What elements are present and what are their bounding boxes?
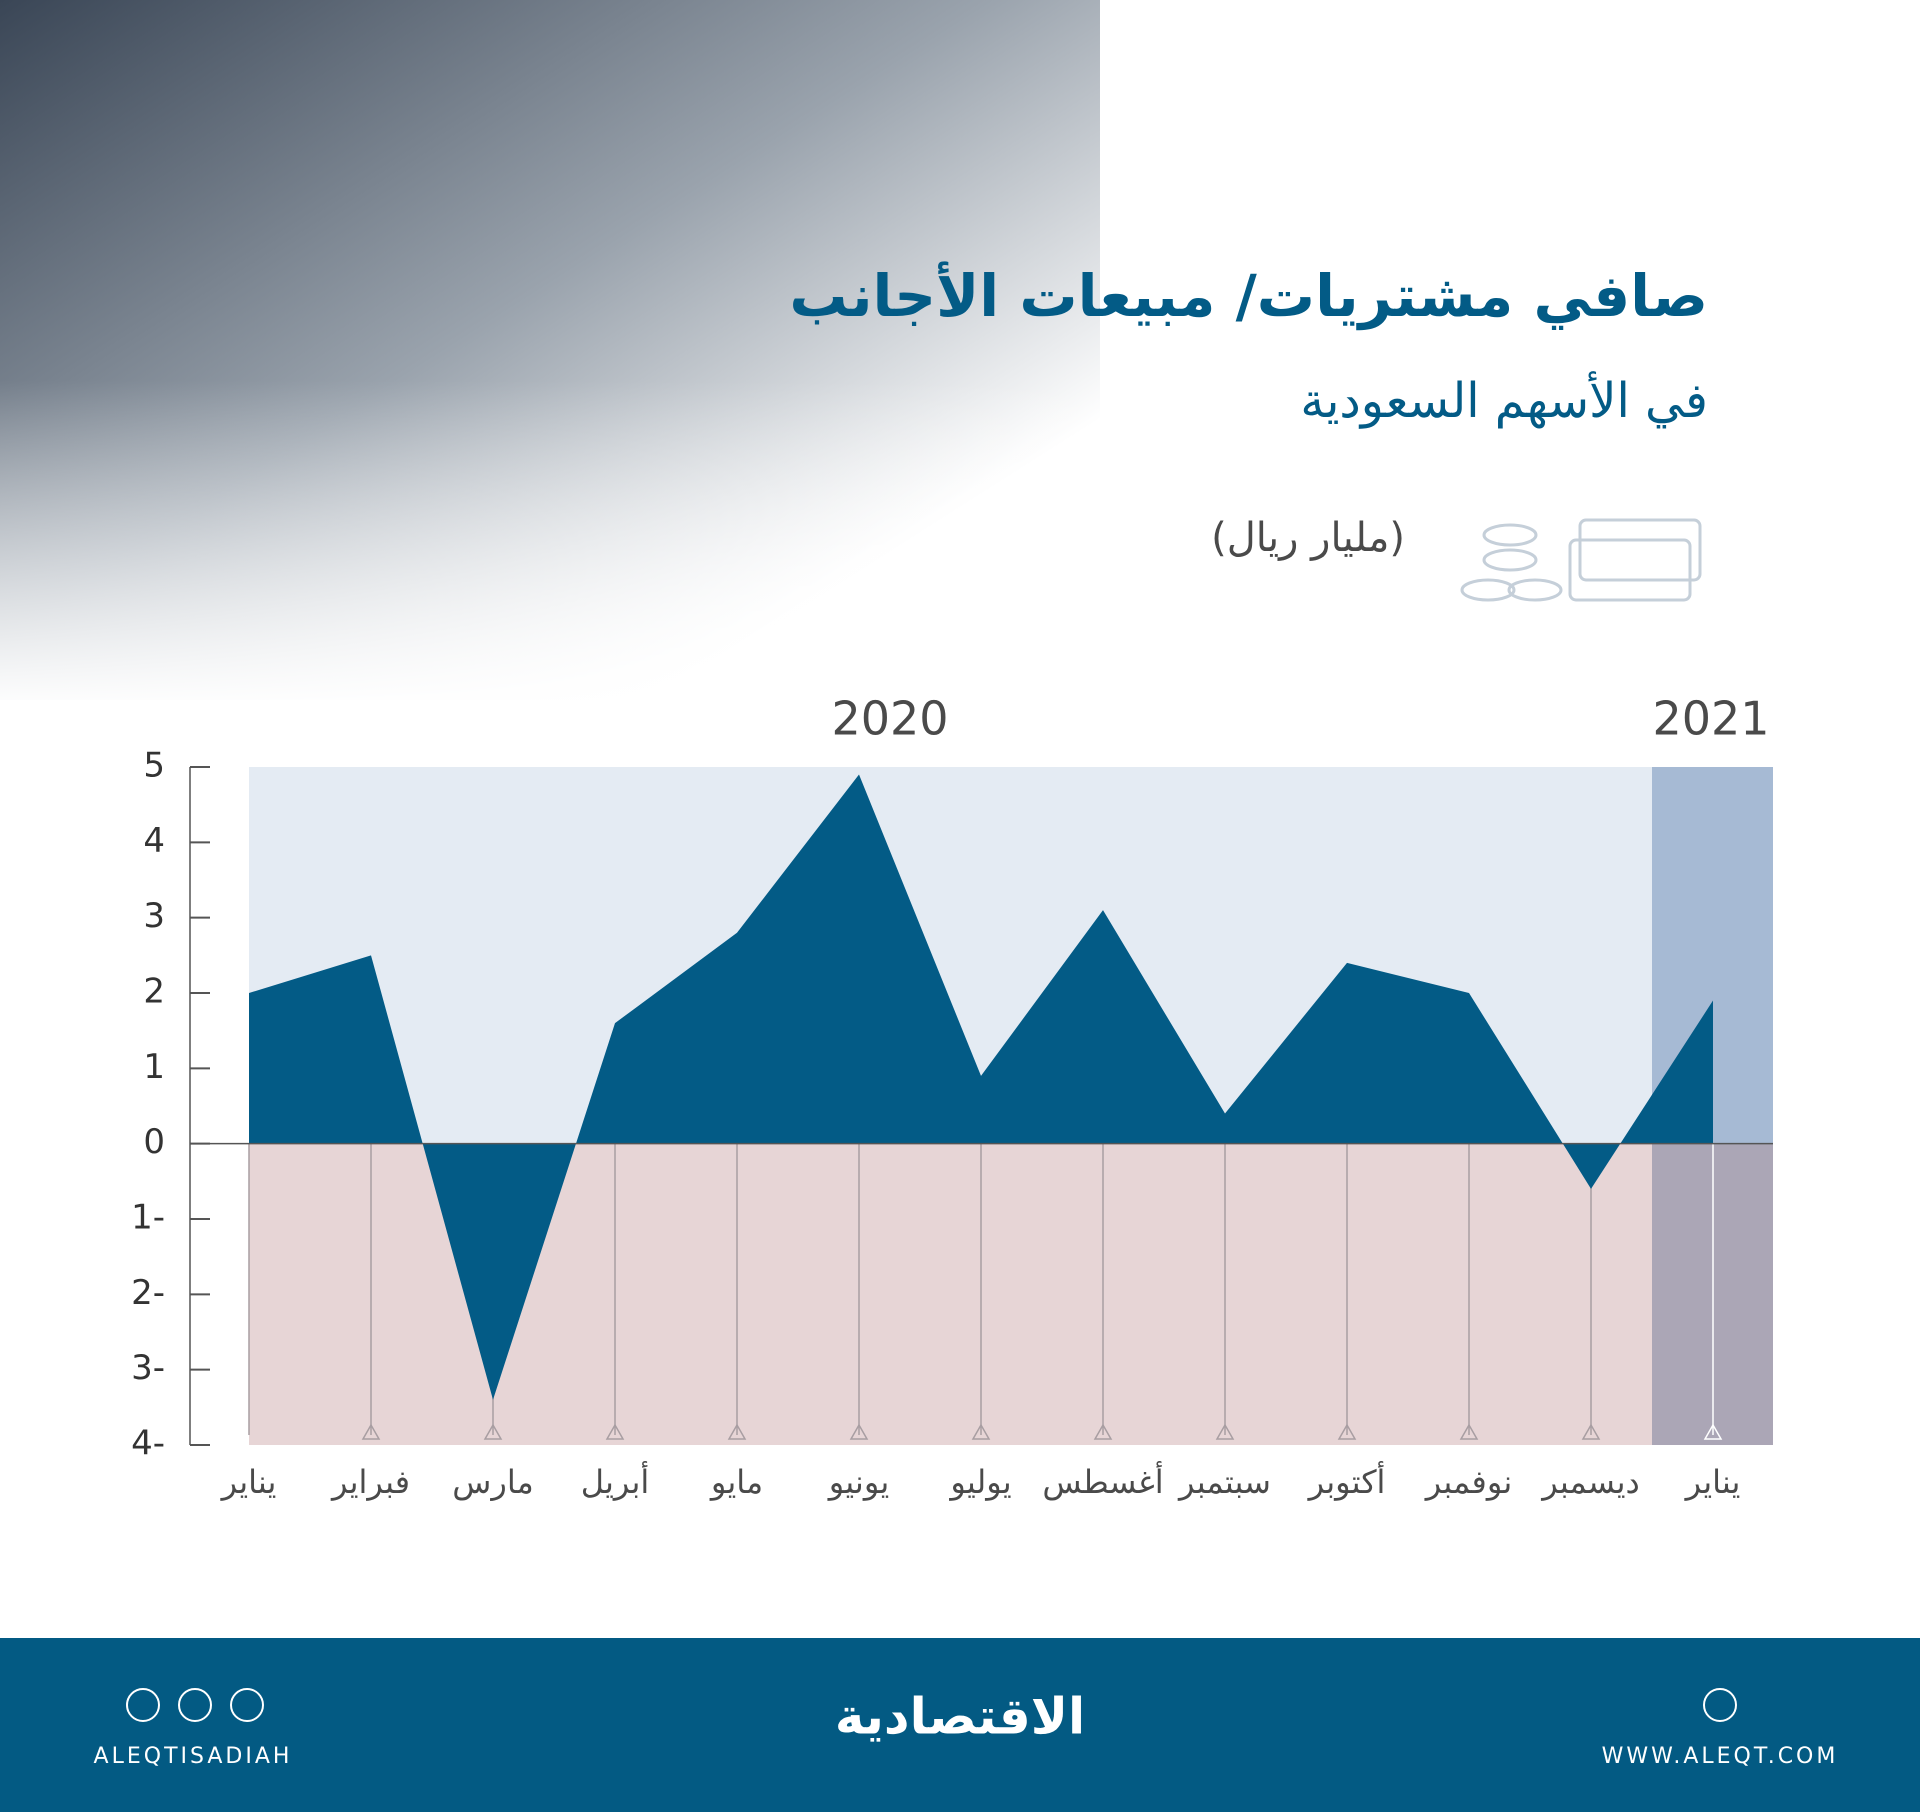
year-label: 2021: [1652, 692, 1769, 746]
x-tick-label: أكتوبر: [1307, 1461, 1386, 1501]
social-icons: [126, 1688, 1737, 1722]
y-tick-label: 3: [143, 896, 165, 936]
x-tick-label: مارس: [452, 1463, 533, 1501]
y-tick-label: 1-: [131, 1198, 165, 1238]
y-tick-label: 0: [143, 1122, 165, 1162]
chart-subtitle: في الأسهم السعودية: [1300, 370, 1708, 429]
month-marker: [849, 1423, 869, 1440]
y-tick-label: 4: [143, 821, 165, 861]
x-tick-label: يوليو: [948, 1463, 1011, 1501]
y-tick-label: 5: [143, 746, 165, 786]
month-marker: [1581, 1423, 1601, 1440]
footer-social: ALEQTISADIAH: [94, 1744, 293, 1769]
month-marker: [1093, 1423, 1113, 1440]
x-tick-label: مايو: [709, 1463, 763, 1501]
area: [249, 774, 1713, 1400]
x-tick-label: ديسمبر: [1540, 1463, 1640, 1501]
x-tick-label: أبريل: [581, 1461, 650, 1501]
month-marker: [1459, 1423, 1479, 1440]
month-marker: [361, 1423, 381, 1440]
footer-band: [0, 1638, 1920, 1812]
chart-title: صافي مشتريات/ مبيعات الأجانب: [789, 261, 1708, 331]
x-tick-label: يناير: [1684, 1463, 1741, 1501]
y-tick-label: 3-: [131, 1348, 165, 1388]
y-tick-label: 2-: [131, 1273, 165, 1313]
month-marker: [1703, 1423, 1723, 1440]
y-tick-label: 4-: [131, 1424, 165, 1464]
year-label: 2020: [831, 692, 948, 746]
month-marker: [971, 1423, 991, 1440]
month-marker: [727, 1423, 747, 1440]
month-marker: [1215, 1423, 1235, 1440]
x-tick-label: نوفمبر: [1424, 1463, 1513, 1501]
y-tick-label: 2: [143, 972, 165, 1012]
unit-label: (مليار ريال): [1211, 515, 1405, 561]
footer-website: WWW.ALEQT.COM: [1602, 1744, 1839, 1769]
x-tick-label: يونيو: [827, 1463, 890, 1501]
x-tick-label: أغسطس: [1042, 1461, 1163, 1501]
month-marker: [1337, 1423, 1357, 1440]
x-tick-label: فبراير: [330, 1463, 410, 1501]
header-fade: [0, 380, 1100, 710]
x-tick-label: يناير: [220, 1463, 277, 1501]
month-marker: [483, 1423, 503, 1440]
x-tick-label: سبتمبر: [1177, 1463, 1271, 1501]
month-marker: [605, 1423, 625, 1440]
plot: 4- 3- 2- 1- 0 1 2 3 4 5 يناير فبراير مارس أبريل مايو يو…: [131, 746, 1773, 1501]
footer-logo: الاقتصادية: [835, 1688, 1085, 1746]
y-tick-label: 1: [143, 1047, 165, 1087]
money-icon: [1460, 518, 1702, 602]
